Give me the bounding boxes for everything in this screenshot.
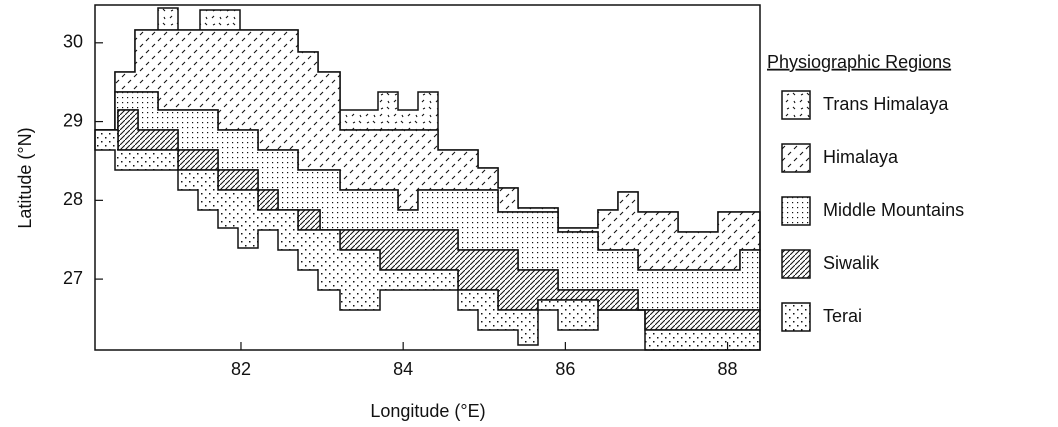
- y-tick-label: 28: [63, 189, 83, 209]
- legend-swatch: [781, 90, 811, 120]
- legend-swatch: [781, 302, 811, 332]
- legend-swatch: [781, 196, 811, 226]
- legend-swatch: [781, 249, 811, 279]
- legend-label: Trans Himalaya: [823, 94, 949, 114]
- x-tick-label: 88: [718, 359, 738, 379]
- y-tick-label: 29: [63, 110, 83, 130]
- regions: [94, 7, 761, 351]
- y-tick-label: 27: [63, 268, 83, 288]
- y-axis-label: Latitude (°N): [15, 127, 35, 228]
- legend-label: Siwalik: [823, 253, 880, 273]
- legend-swatch: [781, 143, 811, 173]
- x-tick-label: 82: [231, 359, 251, 379]
- region: [94, 129, 761, 351]
- x-tick-label: 84: [393, 359, 413, 379]
- legend-label: Himalaya: [823, 147, 899, 167]
- y-tick-label: 30: [63, 32, 83, 52]
- legend-label: Middle Mountains: [823, 200, 964, 220]
- legend: Trans Himalaya Himalaya Middle Mountains Si…: [781, 90, 964, 332]
- x-tick-label: 86: [555, 359, 575, 379]
- legend-label: Terai: [823, 306, 862, 326]
- plot-frame: [94, 4, 761, 351]
- legend-title: Physiographic Regions: [767, 52, 951, 72]
- x-axis-label: Longitude (°E): [370, 401, 485, 421]
